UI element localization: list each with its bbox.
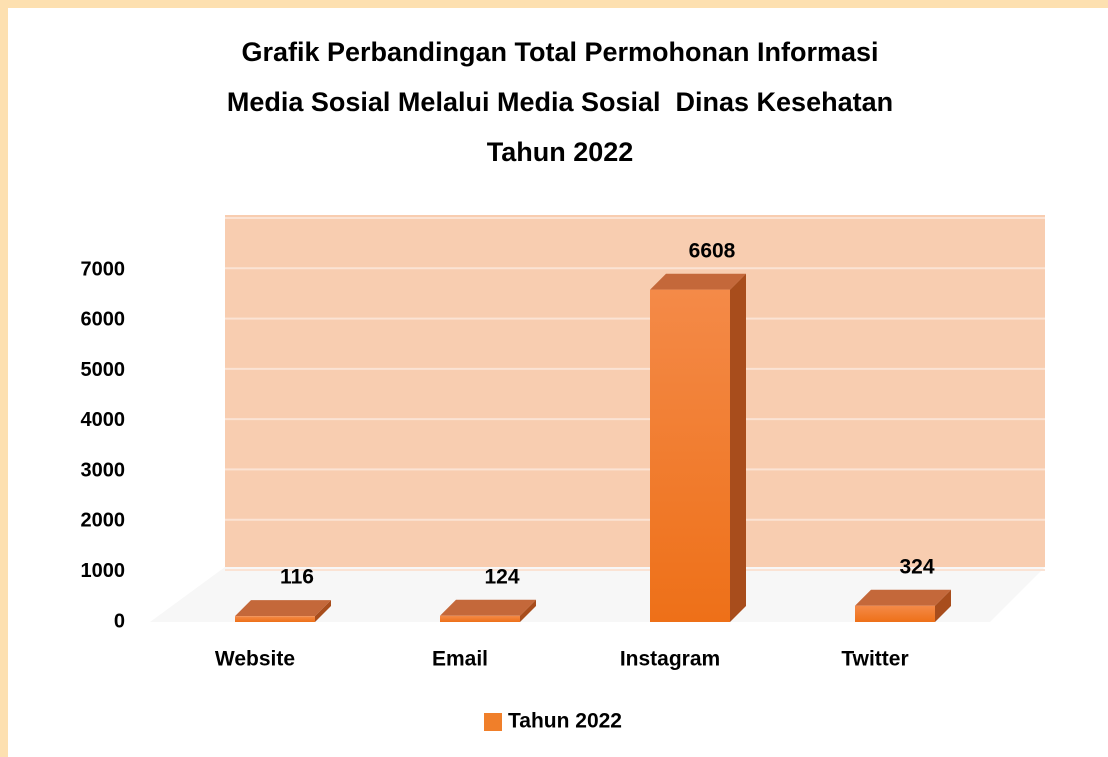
chart-title: Media Sosial Melalui Media Sosial Dinas … [227, 87, 893, 117]
bar-top [650, 273, 746, 290]
bar-side [730, 273, 746, 622]
y-tick-label: 7000 [81, 258, 126, 280]
bar [440, 615, 520, 622]
bar-side [520, 599, 536, 622]
bar-side [315, 600, 331, 622]
y-tick-label: 1000 [81, 560, 126, 582]
y-tick-label: 5000 [81, 359, 126, 381]
y-tick-label: 0 [114, 610, 125, 632]
y-tick-label: 3000 [81, 459, 126, 481]
data-label: 116 [280, 566, 314, 589]
y-tick-label: 4000 [81, 409, 126, 431]
chart-title: Tahun 2022 [487, 137, 634, 167]
bar-top [440, 599, 536, 616]
back-wall [225, 215, 1045, 567]
floor [150, 567, 1045, 622]
x-tick-label: Instagram [620, 648, 720, 671]
bar-side [935, 589, 951, 622]
bar-top [855, 589, 951, 606]
y-tick-label: 6000 [81, 309, 126, 331]
data-label: 6608 [689, 239, 736, 262]
x-tick-label: Twitter [841, 648, 908, 671]
x-tick-label: Website [215, 648, 295, 671]
data-label: 124 [484, 565, 519, 588]
bar-top [235, 600, 331, 617]
legend-label: Tahun 2022 [508, 710, 622, 733]
y-tick-label: 2000 [81, 510, 126, 532]
legend-swatch [484, 713, 502, 731]
bar [235, 616, 315, 622]
chart-title: Grafik Perbandingan Total Permohonan Inf… [241, 37, 878, 67]
bar [650, 289, 730, 622]
bar [855, 605, 935, 622]
x-tick-label: Email [432, 648, 488, 671]
data-label: 324 [899, 555, 934, 578]
